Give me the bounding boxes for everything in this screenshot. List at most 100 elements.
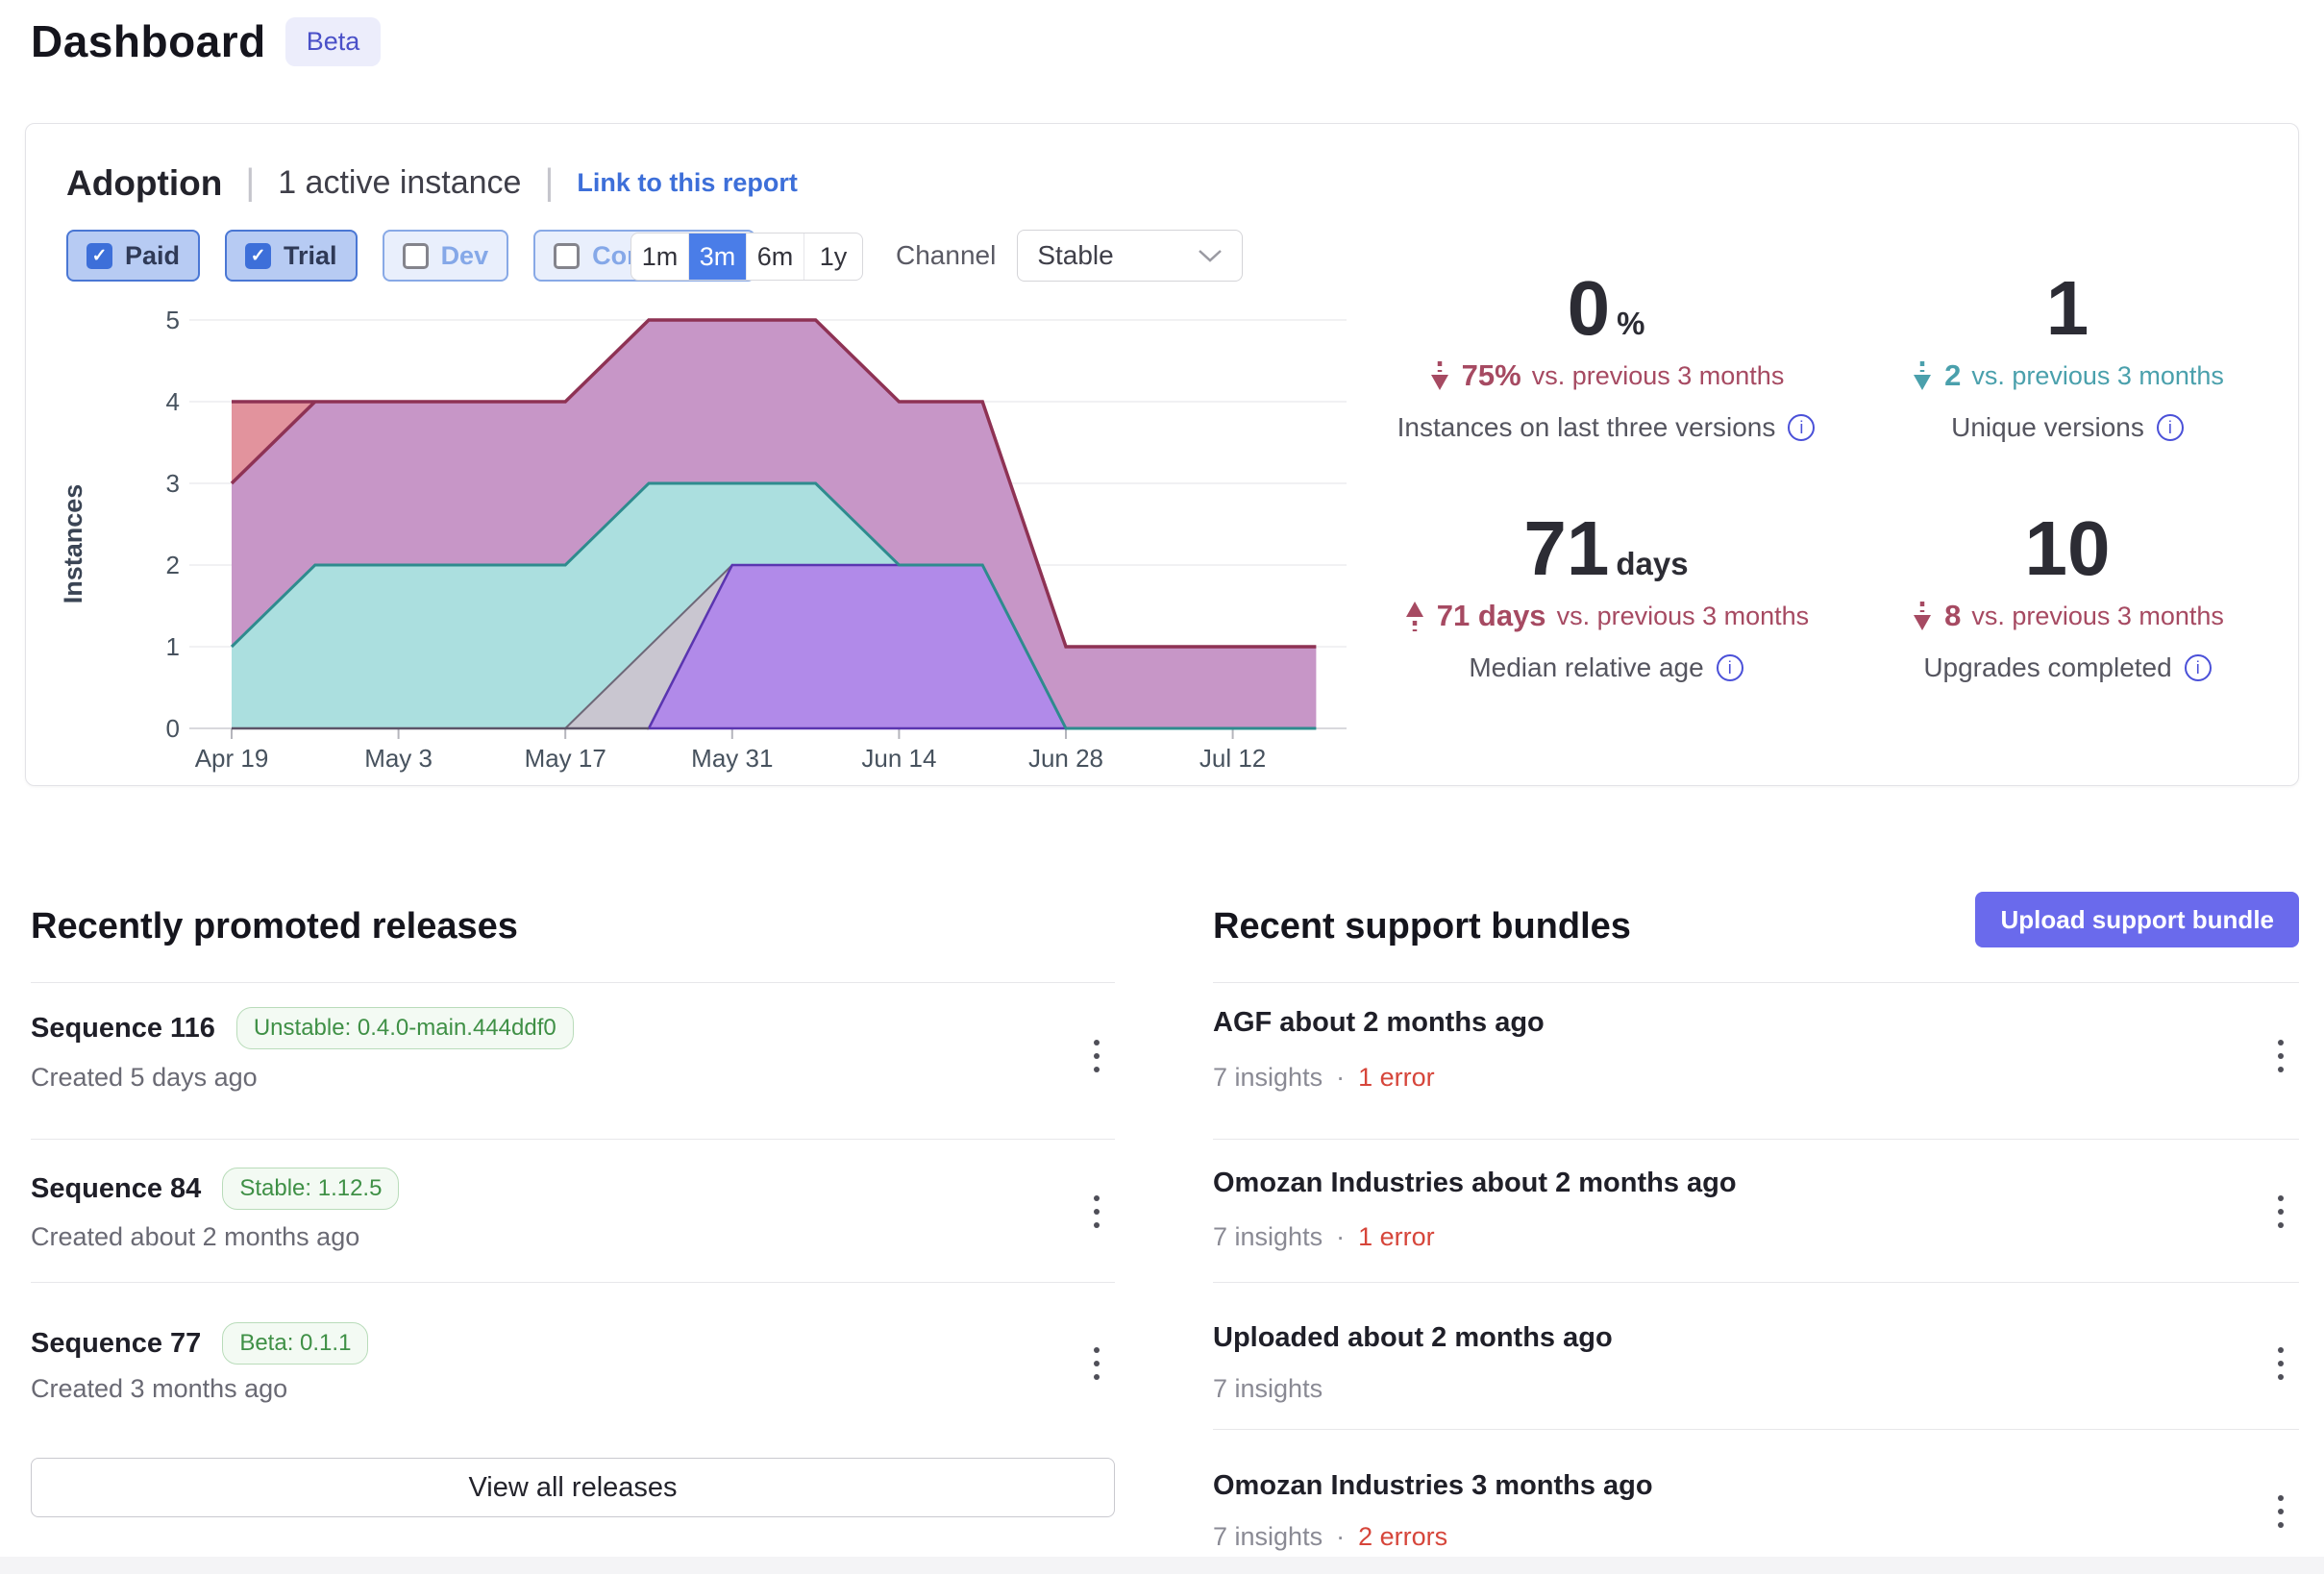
bundle-errors-count: 2 errors — [1358, 1522, 1448, 1551]
checkbox-dev[interactable] — [402, 242, 429, 269]
release-created: Created 3 months ago — [31, 1374, 288, 1403]
kebab-dot — [1094, 1374, 1100, 1380]
bundle-meta: 7 insights · 1 error — [1213, 1063, 1435, 1093]
list-divider — [31, 1282, 1115, 1283]
svg-text:1: 1 — [166, 632, 180, 661]
release-title: Sequence 84 Stable: 1.12.5 — [31, 1168, 400, 1210]
stat-label: Instances on last three versions i — [1375, 412, 1837, 443]
stat-delta: 71 days vs. previous 3 months — [1375, 599, 1837, 633]
dot-separator: · — [1336, 1522, 1346, 1551]
stat-delta: 8 vs. previous 3 months — [1837, 599, 2298, 633]
separator: | — [245, 162, 256, 203]
svg-text:3: 3 — [166, 469, 180, 498]
stat-label: Unique versions i — [1837, 412, 2298, 443]
range-1y[interactable]: 1y — [819, 241, 848, 271]
range-3m[interactable]: 3m — [689, 234, 747, 280]
svg-text:May 17: May 17 — [525, 744, 606, 773]
filter-chip-paid[interactable]: ✓ Paid — [66, 230, 201, 282]
active-instances-count: 1 active instance — [278, 164, 522, 201]
bundle-errors-count: 1 error — [1358, 1222, 1435, 1251]
stat-value: 71 days — [1523, 505, 1689, 591]
filter-label: Dev — [440, 240, 489, 270]
page-header: Dashboard Beta — [31, 15, 382, 67]
dot-separator: · — [1336, 1222, 1346, 1251]
kebab-dot — [1094, 1347, 1100, 1353]
adoption-card-header: Adoption | 1 active instance | Link to t… — [66, 162, 798, 204]
release-version-badge: Beta: 0.1.1 — [222, 1322, 369, 1365]
stat-delta-suffix: vs. previous 3 months — [1971, 360, 2224, 390]
dot-separator: · — [1336, 1063, 1346, 1092]
info-icon[interactable]: i — [1716, 654, 1743, 681]
kebab-menu-button[interactable] — [2274, 1491, 2287, 1532]
stat-unit: days — [1616, 546, 1689, 581]
bundle-meta: 7 insights · 2 errors — [1213, 1522, 1447, 1552]
info-icon[interactable]: i — [1788, 414, 1816, 441]
arrow-down-icon — [1430, 361, 1448, 390]
kebab-dot — [2278, 1209, 2284, 1215]
releases-heading: Recently promoted releases — [31, 906, 518, 947]
kebab-menu-button[interactable] — [2274, 1036, 2287, 1076]
stat-upgrades-completed: 10 8 vs. previous 3 months Upgrades complet… — [1837, 510, 2298, 750]
checkbox-paid[interactable]: ✓ — [87, 242, 112, 269]
svg-text:4: 4 — [166, 387, 180, 416]
range-1m[interactable]: 1m — [631, 234, 689, 280]
kebab-menu-button[interactable] — [1090, 1036, 1103, 1076]
stat-delta-suffix: vs. previous 3 months — [1556, 601, 1810, 630]
arrow-up-icon — [1405, 602, 1423, 631]
time-range-selector: 1m 3m 6m 1y — [630, 233, 863, 281]
stat-label-text: Unique versions — [1951, 412, 2144, 442]
svg-text:May 31: May 31 — [691, 744, 773, 773]
kebab-dot — [1094, 1053, 1100, 1059]
bundle-insights-count: 7 insights — [1213, 1063, 1323, 1092]
upload-support-bundle-button[interactable]: Upload support bundle — [1975, 892, 2299, 947]
svg-text:5: 5 — [166, 306, 180, 334]
view-all-releases-button[interactable]: View all releases — [31, 1458, 1115, 1517]
beta-badge: Beta — [284, 16, 382, 66]
adoption-stats: 0% 75% vs. previous 3 months Instances on l… — [1375, 270, 2298, 750]
svg-text:May 3: May 3 — [364, 744, 433, 773]
kebab-dot — [1094, 1040, 1100, 1045]
kebab-menu-button[interactable] — [2274, 1192, 2287, 1232]
stat-value: 0% — [1567, 265, 1645, 351]
page-title: Dashboard — [31, 16, 266, 66]
checkbox-trial[interactable]: ✓ — [245, 242, 272, 269]
kebab-menu-button[interactable] — [1090, 1343, 1103, 1384]
release-created: Created 5 days ago — [31, 1063, 258, 1092]
adoption-title: Adoption — [66, 162, 223, 203]
filter-chip-dev[interactable]: Dev — [382, 230, 509, 282]
bundle-title: Omozan Industries 3 months ago — [1213, 1470, 1653, 1501]
release-version-badge: Stable: 1.12.5 — [222, 1168, 400, 1210]
kebab-menu-button[interactable] — [2274, 1343, 2287, 1384]
kebab-dot — [1094, 1361, 1100, 1366]
release-sequence: Sequence 116 — [31, 1012, 215, 1044]
stat-label-text: Upgrades completed — [1923, 652, 2172, 682]
svg-text:Jun 14: Jun 14 — [861, 744, 936, 773]
adoption-chart-svg: 0 1 2 3 4 5 Instances Apr 19 May 3 May 17 May 31 Ju… — [59, 306, 1347, 773]
stat-delta-value: 2 — [1944, 358, 1962, 392]
svg-text:2: 2 — [166, 551, 180, 579]
info-icon[interactable]: i — [2184, 654, 2212, 681]
bundle-insights-count: 7 insights — [1213, 1222, 1323, 1251]
release-sequence: Sequence 77 — [31, 1327, 202, 1359]
svg-text:Jul 12: Jul 12 — [1199, 744, 1266, 773]
bundles-heading: Recent support bundles — [1213, 906, 1631, 947]
info-icon[interactable]: i — [2156, 414, 2184, 441]
chevron-down-icon — [1199, 250, 1223, 262]
filter-chip-trial[interactable]: ✓ Trial — [225, 230, 358, 282]
separator: | — [544, 162, 555, 203]
range-6m[interactable]: 6m — [747, 234, 804, 280]
link-to-report[interactable]: Link to this report — [577, 168, 798, 197]
kebab-dot — [1094, 1222, 1100, 1228]
stat-delta: 2 vs. previous 3 months — [1837, 358, 2298, 393]
channel-select[interactable]: Stable — [1017, 230, 1244, 282]
kebab-dot — [1094, 1209, 1100, 1215]
kebab-dot — [2278, 1222, 2284, 1228]
kebab-menu-button[interactable] — [1090, 1192, 1103, 1232]
kebab-dot — [2278, 1347, 2284, 1353]
checkbox-community[interactable] — [554, 242, 581, 269]
adoption-chart: 0 1 2 3 4 5 Instances Apr 19 May 3 May 17 May 31 Ju… — [59, 304, 1404, 778]
list-divider — [31, 982, 1115, 983]
kebab-dot — [2278, 1067, 2284, 1072]
list-divider — [1213, 1429, 2299, 1430]
channel-label: Channel — [896, 240, 997, 270]
